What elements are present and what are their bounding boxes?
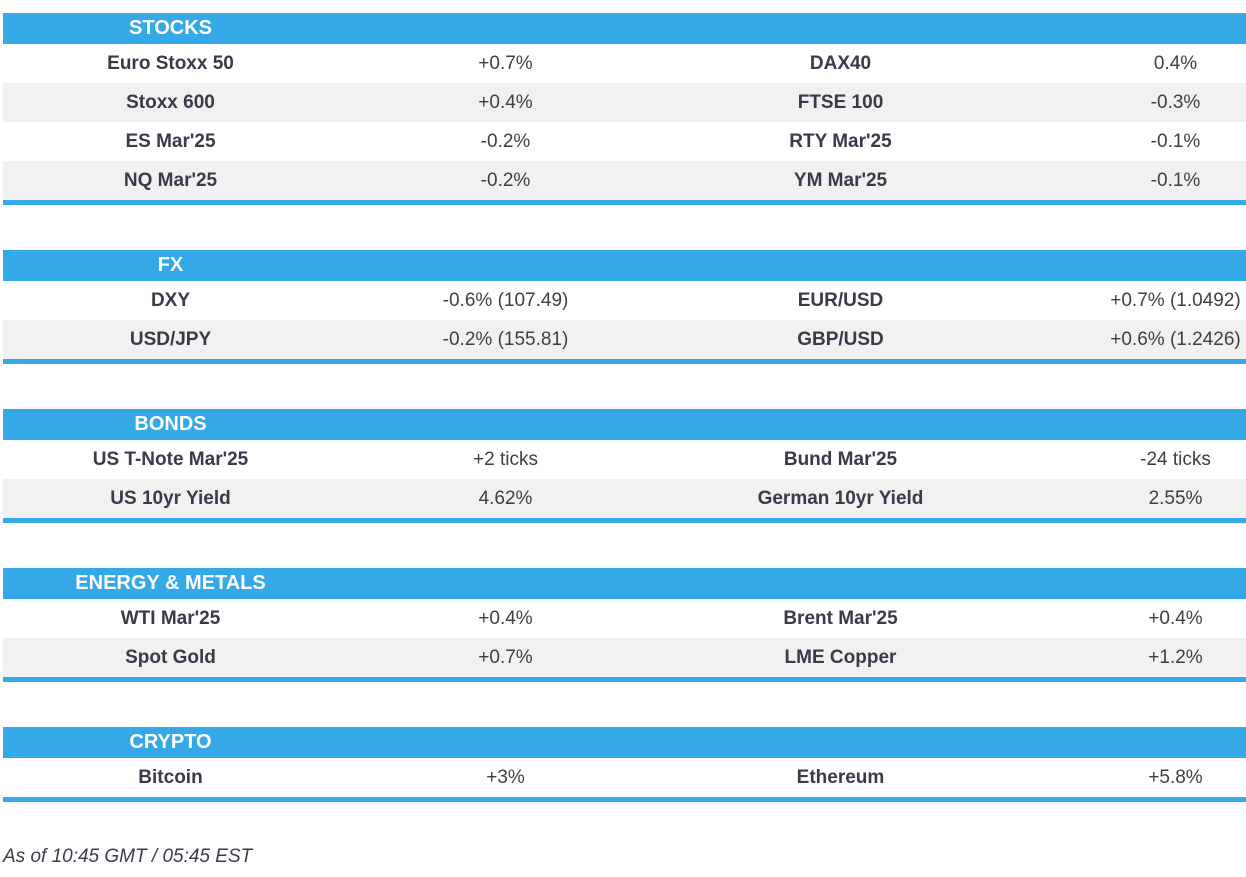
section-header: CRYPTO: [3, 727, 1246, 758]
section-bottom-bar: [3, 200, 1246, 205]
instrument-change: +1.2%: [1148, 646, 1203, 668]
section-header-filler: [673, 727, 1008, 758]
table-row: Spot Gold +0.7% LME Copper +1.2%: [3, 638, 1246, 677]
section-table: ENERGY & METALS WTI Mar'25 +0.4% Brent M…: [3, 568, 1246, 677]
table-row: Euro Stoxx 50 +0.7% DAX40 0.4%: [3, 44, 1246, 83]
section-table: BONDS US T-Note Mar'25 +2 ticks Bund Mar…: [3, 409, 1246, 518]
section-table: STOCKS Euro Stoxx 50 +0.7% DAX40 0.4% St…: [3, 13, 1246, 200]
table-row: NQ Mar'25 -0.2% YM Mar'25 -0.1%: [3, 161, 1246, 200]
instrument-name: Bund Mar'25: [783, 448, 898, 470]
section-header-filler: [338, 727, 673, 758]
instrument-name: Euro Stoxx 50: [107, 52, 234, 74]
instrument-name: Brent Mar'25: [783, 607, 898, 629]
instrument-name: German 10yr Yield: [757, 487, 924, 509]
section-bottom-bar: [3, 797, 1246, 802]
table-row: Bitcoin +3% Ethereum +5.8%: [3, 758, 1246, 797]
table-row: US T-Note Mar'25 +2 ticks Bund Mar'25 -2…: [3, 440, 1246, 479]
section-bottom-bar: [3, 677, 1246, 682]
instrument-name: Stoxx 600: [126, 91, 215, 113]
section-title: ENERGY & METALS: [3, 568, 338, 599]
instrument-change: 4.62%: [478, 487, 533, 509]
market-section: CRYPTO Bitcoin +3% Ethereum +5.8%: [3, 727, 1246, 802]
section-header: STOCKS: [3, 13, 1246, 44]
table-row: WTI Mar'25 +0.4% Brent Mar'25 +0.4%: [3, 599, 1246, 638]
market-section: BONDS US T-Note Mar'25 +2 ticks Bund Mar…: [3, 409, 1246, 523]
instrument-change: -0.2% (155.81): [442, 328, 569, 350]
section-header-filler: [1008, 250, 1246, 281]
instrument-name: US T-Note Mar'25: [92, 448, 249, 470]
instrument-name: Spot Gold: [125, 646, 216, 668]
section-header-filler: [673, 13, 1008, 44]
section-bottom-bar: [3, 518, 1246, 523]
section-header-filler: [338, 409, 673, 440]
section-header-filler: [1008, 13, 1246, 44]
section-title: FX: [3, 250, 338, 281]
table-row: DXY -0.6% (107.49) EUR/USD +0.7% (1.0492…: [3, 281, 1246, 320]
section-header-filler: [673, 250, 1008, 281]
instrument-change: +0.7%: [478, 646, 533, 668]
instrument-name: Bitcoin: [138, 766, 203, 788]
section-table: CRYPTO Bitcoin +3% Ethereum +5.8%: [3, 727, 1246, 797]
market-section: STOCKS Euro Stoxx 50 +0.7% DAX40 0.4% St…: [3, 13, 1246, 205]
market-section: ENERGY & METALS WTI Mar'25 +0.4% Brent M…: [3, 568, 1246, 682]
instrument-change: +0.4%: [478, 607, 533, 629]
instrument-name: LME Copper: [784, 646, 897, 668]
instrument-change: -0.1%: [1150, 130, 1201, 152]
instrument-name: DXY: [150, 289, 191, 311]
section-header-filler: [338, 568, 673, 599]
sections-container: STOCKS Euro Stoxx 50 +0.7% DAX40 0.4% St…: [3, 13, 1246, 847]
instrument-change: +0.7% (1.0492): [1110, 289, 1241, 311]
instrument-name: ES Mar'25: [125, 130, 216, 152]
section-header-filler: [1008, 727, 1246, 758]
instrument-change: -24 ticks: [1140, 448, 1211, 470]
instrument-name: WTI Mar'25: [120, 607, 221, 629]
instrument-change: -0.1%: [1150, 169, 1201, 191]
section-header-filler: [673, 409, 1008, 440]
section-header-filler: [338, 250, 673, 281]
table-row: US 10yr Yield 4.62% German 10yr Yield 2.…: [3, 479, 1246, 518]
instrument-change: -0.2%: [480, 169, 531, 191]
section-title: STOCKS: [3, 13, 338, 44]
instrument-name: EUR/USD: [797, 289, 884, 311]
instrument-name: USD/JPY: [129, 328, 212, 350]
table-row: Stoxx 600 +0.4% FTSE 100 -0.3%: [3, 83, 1246, 122]
section-header-filler: [673, 568, 1008, 599]
instrument-name: Ethereum: [796, 766, 885, 788]
instrument-change: +0.7%: [478, 52, 533, 74]
instrument-change: +0.4%: [478, 91, 533, 113]
instrument-change: +5.8%: [1148, 766, 1203, 788]
instrument-name: DAX40: [809, 52, 872, 74]
as-of-timestamp: As of 10:45 GMT / 05:45 EST: [3, 846, 253, 867]
instrument-name: NQ Mar'25: [123, 169, 218, 191]
table-row: USD/JPY -0.2% (155.81) GBP/USD +0.6% (1.…: [3, 320, 1246, 359]
instrument-name: US 10yr Yield: [110, 487, 231, 509]
instrument-name: YM Mar'25: [793, 169, 888, 191]
instrument-name: GBP/USD: [797, 328, 884, 350]
section-header: BONDS: [3, 409, 1246, 440]
section-header-filler: [1008, 568, 1246, 599]
instrument-change: +3%: [486, 766, 525, 788]
instrument-change: -0.6% (107.49): [442, 289, 569, 311]
section-header-filler: [338, 13, 673, 44]
instrument-name: FTSE 100: [797, 91, 884, 113]
section-title: BONDS: [3, 409, 338, 440]
section-header: FX: [3, 250, 1246, 281]
instrument-change: +2 ticks: [473, 448, 538, 470]
instrument-name: RTY Mar'25: [789, 130, 892, 152]
section-title: CRYPTO: [3, 727, 338, 758]
instrument-change: 0.4%: [1153, 52, 1198, 74]
market-section: FX DXY -0.6% (107.49) EUR/USD +0.7% (1.0…: [3, 250, 1246, 364]
section-header-filler: [1008, 409, 1246, 440]
instrument-change: +0.6% (1.2426): [1110, 328, 1241, 350]
instrument-change: 2.55%: [1148, 487, 1203, 509]
instrument-change: -0.2%: [480, 130, 531, 152]
section-table: FX DXY -0.6% (107.49) EUR/USD +0.7% (1.0…: [3, 250, 1246, 359]
section-bottom-bar: [3, 359, 1246, 364]
section-header: ENERGY & METALS: [3, 568, 1246, 599]
instrument-change: +0.4%: [1148, 607, 1203, 629]
instrument-change: -0.3%: [1150, 91, 1201, 113]
table-row: ES Mar'25 -0.2% RTY Mar'25 -0.1%: [3, 122, 1246, 161]
